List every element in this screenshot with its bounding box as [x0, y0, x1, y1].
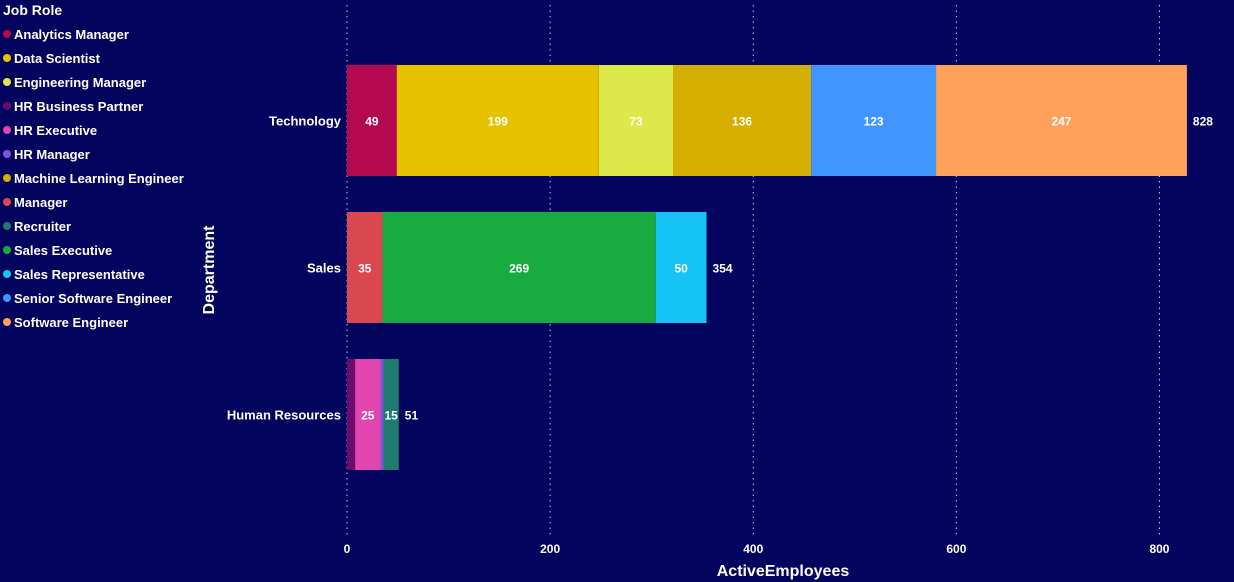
- legend-label: Software Engineer: [14, 314, 129, 330]
- data-label-technology-analytics-manager: 49: [365, 115, 379, 129]
- legend-marker-icon: [3, 150, 11, 158]
- legend-item-sales-executive[interactable]: Sales Executive: [3, 238, 184, 262]
- x-axis-title: ActiveEmployees: [717, 563, 850, 580]
- legend-item-senior-software-engineer[interactable]: Senior Software Engineer: [3, 286, 184, 310]
- legend-marker-icon: [3, 294, 11, 302]
- legend-label: Recruiter: [14, 218, 72, 234]
- legend-item-manager[interactable]: Manager: [3, 190, 184, 214]
- y-axis-title: Department: [201, 225, 218, 315]
- legend-item-recruiter[interactable]: Recruiter: [3, 214, 184, 238]
- category-label-sales: Sales: [307, 261, 341, 276]
- legend-label: Manager: [14, 194, 68, 210]
- data-label-technology-engineering-manager: 73: [629, 115, 643, 129]
- legend-label: HR Executive: [14, 122, 98, 138]
- data-label-technology-data-scientist: 199: [488, 115, 508, 129]
- bar-human-resources-recruiter: [383, 359, 399, 470]
- bar-human-resources-hr-manager: [380, 359, 384, 470]
- bar-human-resources-hr-business-partner: [347, 359, 356, 470]
- bar-technology-senior-software-engineer: [811, 65, 937, 176]
- total-label-technology: 828: [1193, 115, 1213, 129]
- legend-label: Senior Software Engineer: [14, 290, 173, 306]
- data-label-human-resources-recruiter: 15: [384, 409, 398, 423]
- x-tick-label-600: 600: [946, 542, 966, 556]
- legend-item-sales-representative[interactable]: Sales Representative: [3, 262, 184, 286]
- data-label-sales-sales-executive: 269: [509, 262, 529, 276]
- legend-item-hr-executive[interactable]: HR Executive: [3, 118, 184, 142]
- legend-item-analytics-manager[interactable]: Analytics Manager: [3, 22, 184, 46]
- legend-marker-icon: [3, 246, 11, 254]
- legend-label: Engineering Manager: [14, 74, 147, 90]
- legend-item-hr-manager[interactable]: HR Manager: [3, 142, 184, 166]
- total-label-human-resources: 51: [405, 409, 419, 423]
- legend-label: Machine Learning Engineer: [14, 170, 184, 186]
- legend-item-machine-learning-engineer[interactable]: Machine Learning Engineer: [3, 166, 184, 190]
- legend-item-data-scientist[interactable]: Data Scientist: [3, 46, 184, 70]
- data-label-technology-machine-learning-engineer: 136: [732, 115, 752, 129]
- legend-items: Analytics Manager Data Scientist Engineeri…: [3, 22, 184, 334]
- bar-technology-analytics-manager: [347, 65, 397, 176]
- data-label-technology-software-engineer: 247: [1051, 115, 1071, 129]
- legend-marker-icon: [3, 318, 11, 326]
- x-tick-label-0: 0: [344, 542, 351, 556]
- category-label-technology: Technology: [269, 114, 342, 129]
- bar-technology-data-scientist: [396, 65, 599, 176]
- data-label-technology-senior-software-engineer: 123: [864, 115, 884, 129]
- bar-sales-sales-executive: [382, 212, 656, 323]
- category-label-human-resources: Human Resources: [227, 408, 341, 423]
- legend-title: Job Role: [3, 2, 63, 18]
- bar-technology-engineering-manager: [598, 65, 674, 176]
- legend-marker-icon: [3, 30, 11, 38]
- x-tick-label-200: 200: [540, 542, 560, 556]
- total-label-sales: 354: [713, 262, 733, 276]
- legend-item-engineering-manager[interactable]: Engineering Manager: [3, 70, 184, 94]
- legend-label: Sales Representative: [14, 266, 145, 282]
- data-label-human-resources-hr-executive: 25: [361, 409, 375, 423]
- data-label-sales-manager: 35: [358, 262, 372, 276]
- legend-marker-icon: [3, 126, 11, 134]
- bar-technology-software-engineer: [936, 65, 1187, 176]
- legend-label: Sales Executive: [14, 242, 113, 258]
- x-tick-label-400: 400: [743, 542, 763, 556]
- x-tick-label-800: 800: [1149, 542, 1169, 556]
- legend-label: Data Scientist: [14, 50, 100, 66]
- bar-sales-sales-representative: [655, 212, 707, 323]
- legend: Job Role Analytics Manager Data Scientist…: [3, 2, 184, 334]
- legend-marker-icon: [3, 222, 11, 230]
- legend-marker-icon: [3, 78, 11, 86]
- legend-label: HR Manager: [14, 146, 90, 162]
- bar-technology-machine-learning-engineer: [673, 65, 812, 176]
- legend-item-software-engineer[interactable]: Software Engineer: [3, 310, 184, 334]
- legend-marker-icon: [3, 102, 11, 110]
- bar-sales-manager: [347, 212, 383, 323]
- legend-label: Analytics Manager: [14, 26, 129, 42]
- legend-marker-icon: [3, 54, 11, 62]
- legend-marker-icon: [3, 198, 11, 206]
- legend-marker-icon: [3, 270, 11, 278]
- legend-label: HR Business Partner: [14, 98, 144, 114]
- bar-human-resources-hr-executive: [355, 359, 381, 470]
- legend-marker-icon: [3, 174, 11, 182]
- legend-item-hr-business-partner[interactable]: HR Business Partner: [3, 94, 184, 118]
- data-label-sales-sales-representative: 50: [674, 262, 688, 276]
